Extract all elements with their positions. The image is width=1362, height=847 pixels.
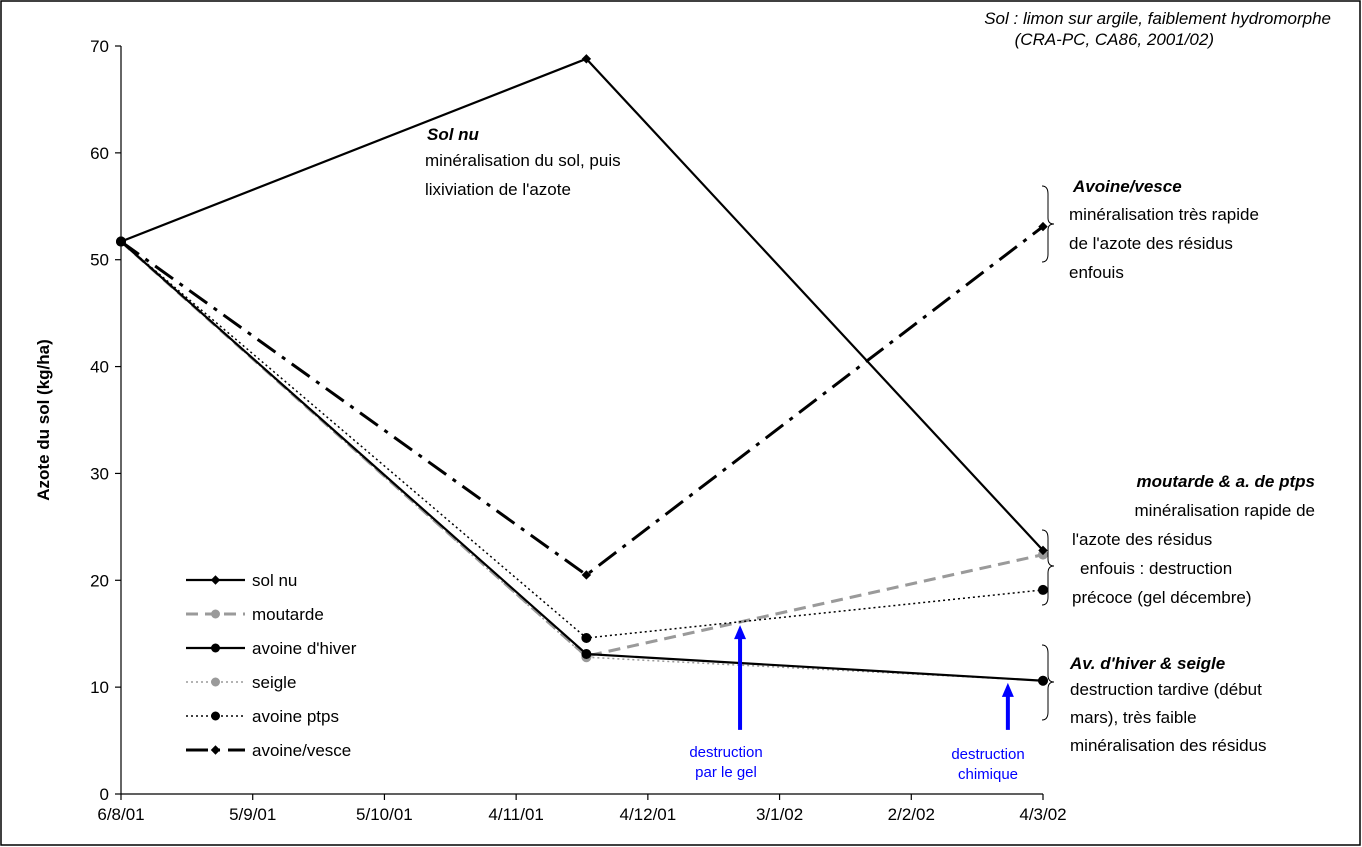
legend-marker xyxy=(211,643,220,653)
series-line xyxy=(120,240,1044,658)
y-tick-label: 20 xyxy=(90,571,109,590)
annotation-sol-nu-line1: minéralisation du sol, puis xyxy=(425,151,621,170)
axis-ticks: 0 10 20 30 40 50 60 70 6/8/01 5/9/01 5/10/01 4/11/0… xyxy=(90,37,1067,824)
legend-label: avoine ptps xyxy=(252,707,339,726)
annotation-sol-nu-line2: lixiviation de l'azote xyxy=(425,180,571,199)
y-tick-label: 70 xyxy=(90,37,109,56)
y-axis-label: Azote du sol (kg/ha) xyxy=(34,339,53,501)
data-point xyxy=(1038,675,1048,686)
legend-label: sol nu xyxy=(252,571,297,590)
brace-moutarde-ptps xyxy=(1041,529,1055,606)
annotation-sol-nu-title: Sol nu xyxy=(427,125,480,144)
legend-label: avoine/vesce xyxy=(252,741,351,760)
legend-item: sol nu xyxy=(186,571,297,590)
arrow-gel-label-line2: par le gel xyxy=(695,764,757,781)
series-avoine-vesce xyxy=(116,221,1048,580)
legend-item: avoine/vesce xyxy=(186,741,351,760)
brace-hiver-seigle xyxy=(1041,644,1055,721)
legend-marker xyxy=(210,745,221,755)
arrow-chimique-label-line1: destruction xyxy=(951,746,1024,763)
legend-item: seigle xyxy=(186,673,296,692)
legend: sol nu moutarde avoine d'hiver seigle avoine… xyxy=(186,571,357,760)
legend-marker xyxy=(210,575,221,585)
annotation-moutarde-ptps-line1: minéralisation rapide de xyxy=(1135,501,1316,520)
x-tick-label: 5/9/01 xyxy=(229,805,276,824)
y-tick-label: 30 xyxy=(90,464,109,483)
annotation-avoine-vesce-line3: enfouis xyxy=(1069,263,1124,282)
series-group xyxy=(116,54,1048,686)
annotation-hiver-seigle-title: Av. d'hiver & seigle xyxy=(1069,654,1225,673)
series-sol-nu xyxy=(116,54,1048,556)
y-tick-label: 60 xyxy=(90,144,109,163)
x-tick-label: 3/1/02 xyxy=(756,805,803,824)
legend-label: seigle xyxy=(252,673,296,692)
source-note-line1: Sol : limon sur argile, faiblement hydro… xyxy=(984,9,1331,28)
data-point xyxy=(1038,545,1048,556)
arrow-gel-label-line1: destruction xyxy=(689,744,762,761)
y-tick-label: 50 xyxy=(90,251,109,270)
annotation-avoine-vesce-line2: de l'azote des résidus xyxy=(1069,234,1233,253)
legend-label: avoine d'hiver xyxy=(252,639,357,658)
legend-item: avoine d'hiver xyxy=(186,639,357,658)
y-tick-label: 10 xyxy=(90,678,109,697)
series-line xyxy=(120,57,1044,552)
annotation-moutarde-ptps-line3: enfouis : destruction xyxy=(1080,559,1232,578)
y-tick-label: 0 xyxy=(100,785,109,804)
source-note-line2: (CRA-PC, CA86, 2001/02) xyxy=(1015,30,1214,49)
data-point xyxy=(581,632,592,643)
destruction-arrows xyxy=(734,625,1014,730)
legend-item: avoine ptps xyxy=(186,707,339,726)
legend-item: moutarde xyxy=(186,605,324,624)
arrow-gel xyxy=(734,625,747,730)
annotation-hiver-seigle-line3: minéralisation des résidus xyxy=(1070,736,1267,755)
arrow-head xyxy=(734,625,747,640)
annotation-moutarde-ptps-line4: précoce (gel décembre) xyxy=(1072,588,1252,607)
annotation-moutarde-ptps-line2: l'azote des résidus xyxy=(1072,530,1212,549)
data-point xyxy=(581,570,592,580)
legend-marker xyxy=(211,609,220,619)
annotation-hiver-seigle-line2: mars), très faible xyxy=(1070,708,1197,727)
legend-label: moutarde xyxy=(252,605,324,624)
y-tick-label: 40 xyxy=(90,358,109,377)
annotation-hiver-seigle-line1: destruction tardive (début xyxy=(1070,680,1262,699)
arrow-chimique-label-line2: chimique xyxy=(958,766,1018,783)
x-tick-label: 6/8/01 xyxy=(97,805,144,824)
x-tick-label: 4/11/01 xyxy=(488,805,543,824)
data-point xyxy=(1038,584,1048,595)
annotation-moutarde-ptps-title: moutarde & a. de ptps xyxy=(1136,472,1315,491)
series-line xyxy=(120,225,1044,577)
annotation-avoine-vesce-title: Avoine/vesce xyxy=(1072,177,1182,196)
x-tick-label: 4/12/01 xyxy=(619,805,676,824)
legend-marker xyxy=(211,711,220,721)
x-tick-label: 2/2/02 xyxy=(888,805,935,824)
x-tick-label: 4/3/02 xyxy=(1019,805,1066,824)
data-point xyxy=(116,236,126,247)
series-moutarde xyxy=(116,236,1048,662)
arrow-chimique xyxy=(1001,682,1014,730)
brace-avoine-vesce xyxy=(1041,185,1055,263)
arrow-head xyxy=(1001,682,1014,697)
data-point xyxy=(1038,221,1048,232)
x-tick-label: 5/10/01 xyxy=(356,805,413,824)
annotation-avoine-vesce-line1: minéralisation très rapide xyxy=(1069,205,1259,224)
data-point xyxy=(581,649,592,660)
data-point xyxy=(581,54,592,64)
legend-marker xyxy=(211,677,220,687)
